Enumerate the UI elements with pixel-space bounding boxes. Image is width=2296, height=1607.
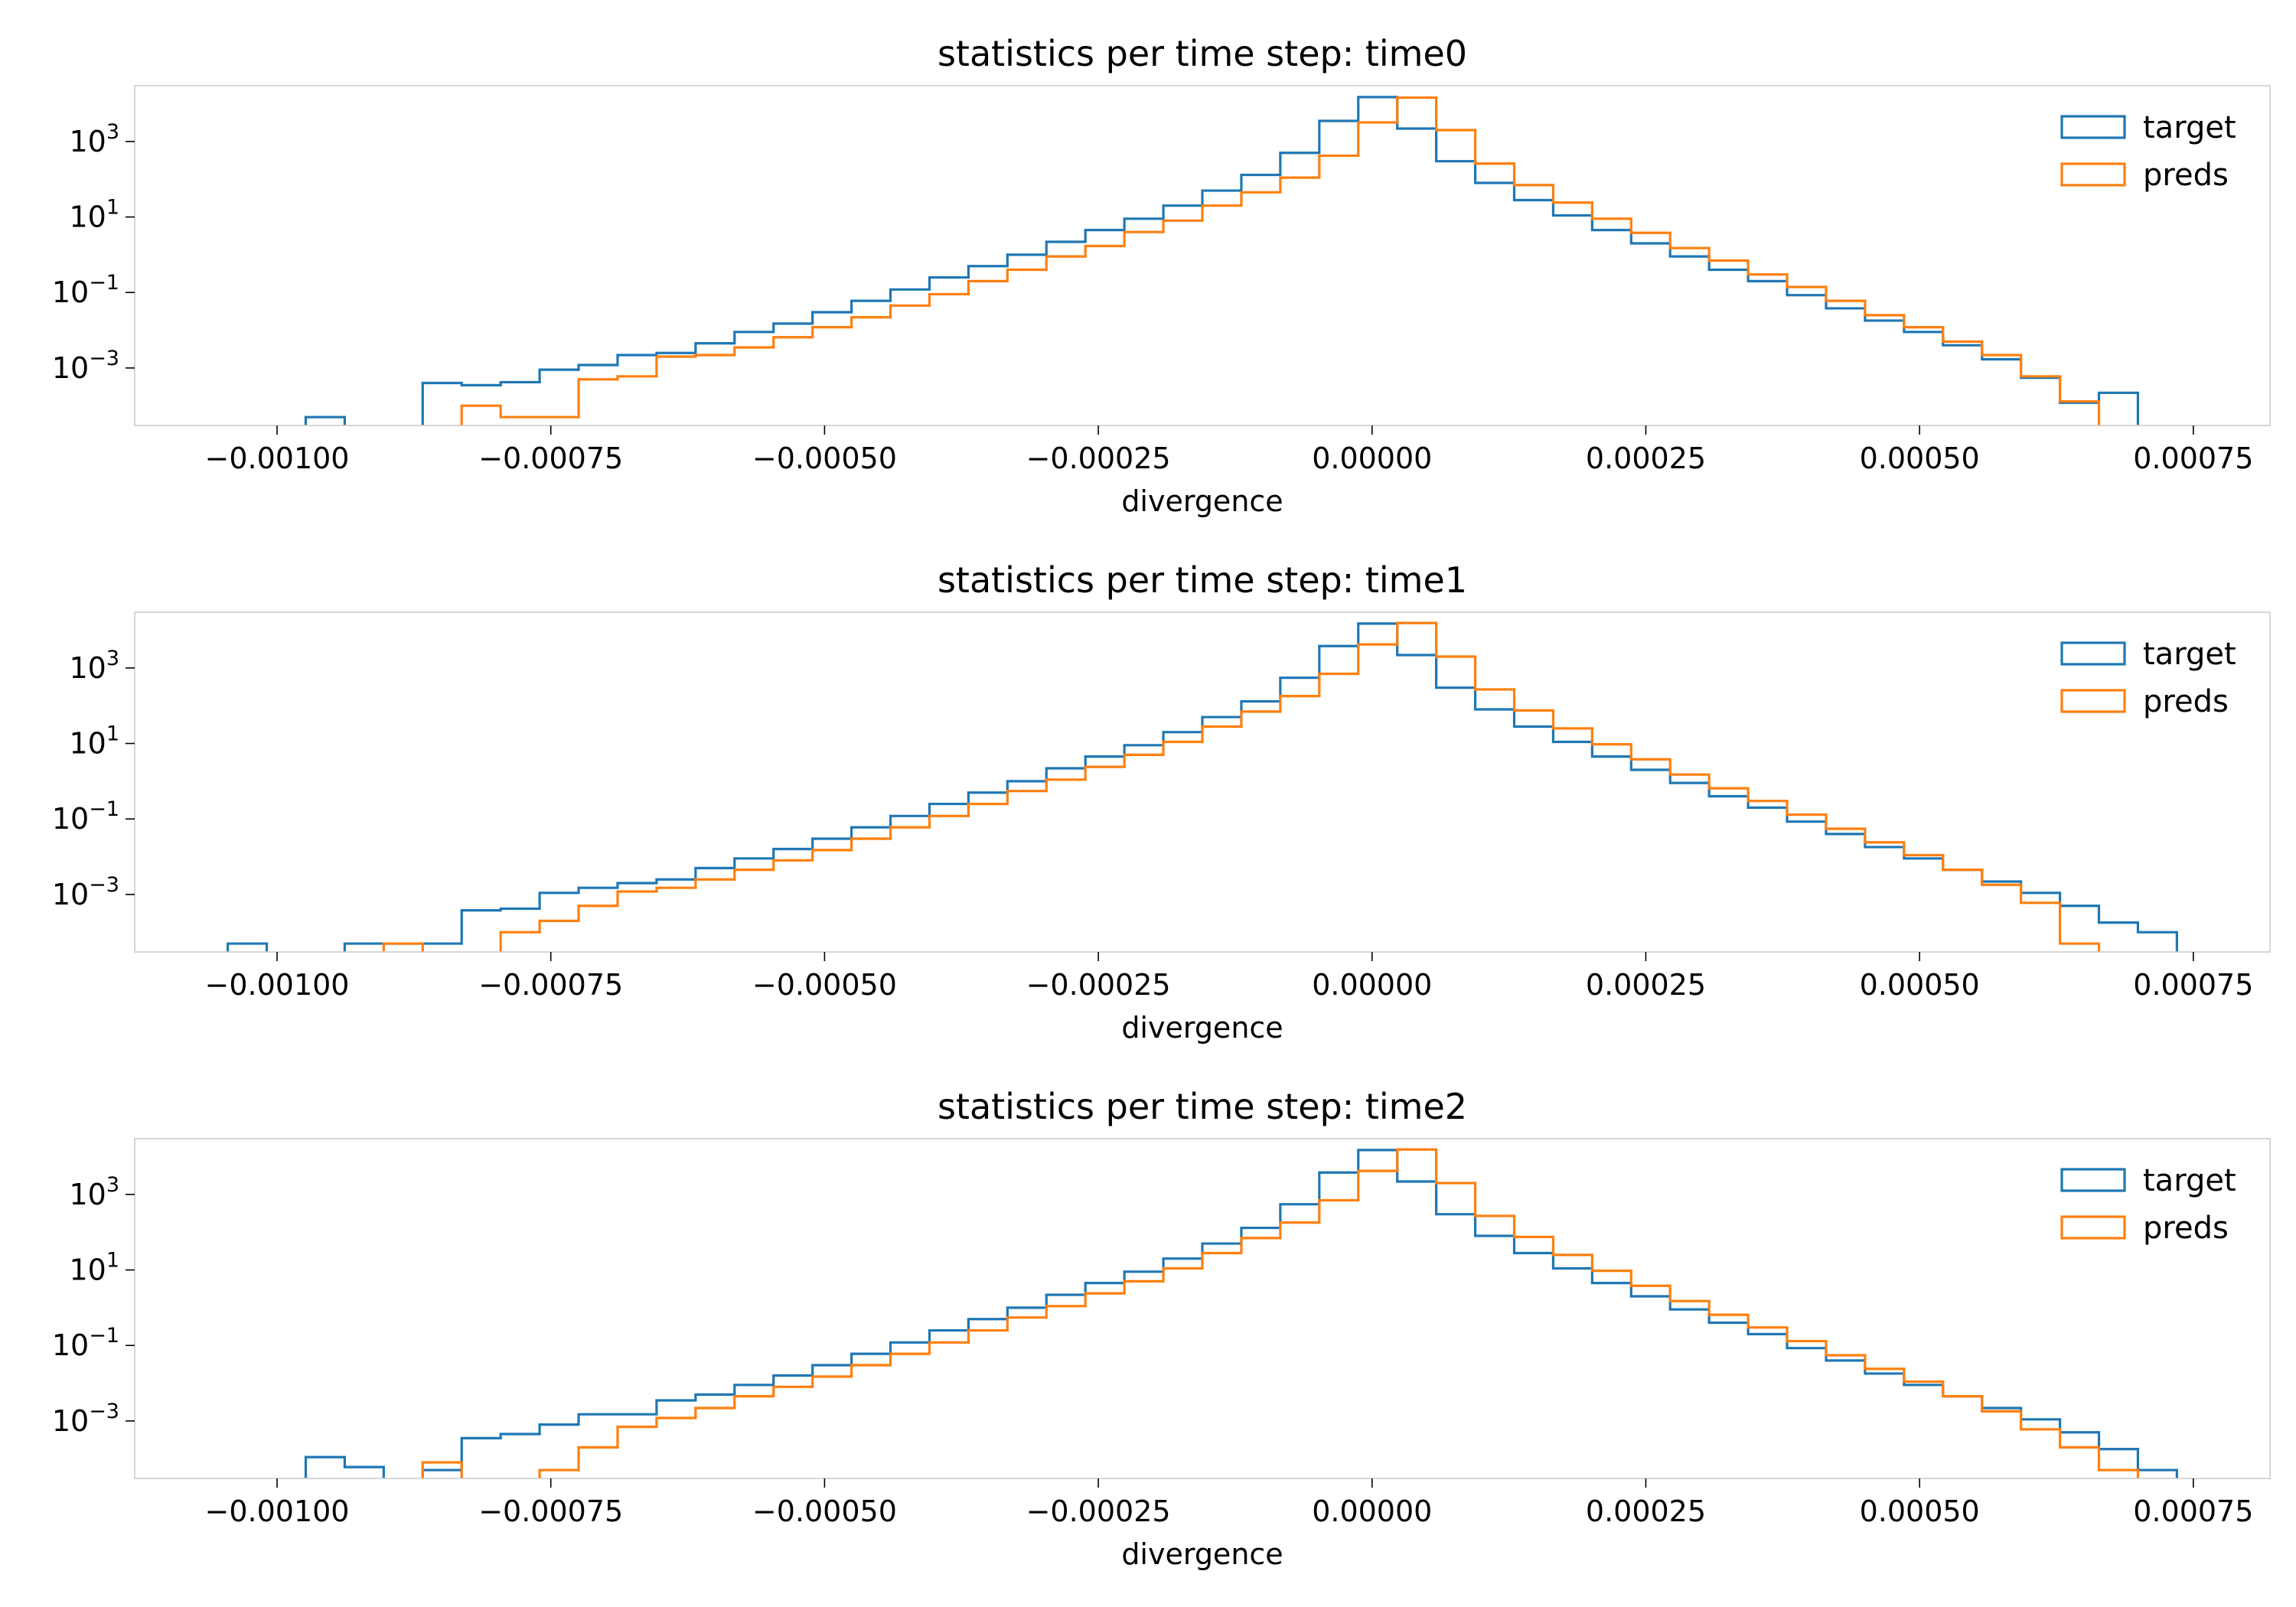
y-tick-base: 10 (52, 1404, 89, 1438)
y-tick-label: 10−3 (52, 1400, 119, 1438)
y-tick-label: 10−1 (52, 271, 119, 309)
y-tick-exponent: 1 (106, 722, 119, 746)
histogram-series-preds (382, 621, 2101, 952)
y-tick-exponent: 3 (106, 647, 119, 670)
y-tick-base: 10 (69, 125, 106, 158)
x-tick-label: −0.00025 (1026, 442, 1171, 475)
x-tick-label: −0.00075 (478, 968, 623, 1002)
x-tick-label: −0.00100 (205, 442, 350, 475)
legend: target preds (2060, 110, 2236, 193)
x-tick-label: 0.00050 (1860, 442, 1980, 475)
y-tick-base: 10 (69, 727, 106, 761)
x-tick-label: 0.00000 (1312, 1495, 1432, 1528)
y-tick-label: 10−3 (52, 873, 119, 911)
x-axis-label: divergence (1121, 1011, 1283, 1045)
x-tick-label: 0.00025 (1586, 1495, 1706, 1528)
histogram-series-target (227, 622, 2178, 952)
x-tick-label: −0.00050 (752, 1495, 897, 1528)
legend-swatch-target (2060, 641, 2126, 666)
y-tick-label: 103 (69, 1173, 119, 1211)
x-tick-label: 0.00075 (2133, 1495, 2253, 1528)
y-tick-exponent: 1 (106, 196, 119, 220)
x-tick-label: 0.00025 (1586, 968, 1706, 1002)
y-tick-base: 10 (52, 802, 89, 836)
x-tick-label: 0.00050 (1860, 968, 1980, 1002)
y-tick-exponent: −1 (89, 797, 119, 821)
histogram-series-target (304, 96, 2140, 425)
x-tick-label: 0.00025 (1586, 442, 1706, 475)
histogram-panel-time0: statistics per time step: time0 −0.00100 −… (52, 33, 2271, 518)
x-tick-label: −0.00075 (478, 442, 623, 475)
legend-label-target: target (2143, 110, 2236, 145)
y-tick-base: 10 (69, 200, 106, 234)
y-tick-exponent: 3 (106, 120, 119, 144)
legend-swatch-target (2060, 115, 2126, 139)
legend-label-preds: preds (2143, 1211, 2229, 1246)
x-axis-label: divergence (1121, 484, 1283, 518)
legend: target preds (2060, 637, 2236, 719)
chart-title: statistics per time step: time1 (938, 559, 1467, 601)
x-tick-label: −0.00100 (205, 968, 350, 1002)
x-tick-label: −0.00025 (1026, 968, 1171, 1002)
y-tick-exponent: −1 (89, 271, 119, 295)
x-tick-label: 0.00075 (2133, 442, 2253, 475)
legend-label-target: target (2143, 637, 2236, 672)
y-tick-label: 103 (69, 120, 119, 158)
y-tick-label: 10−1 (52, 1324, 119, 1362)
legend: target preds (2060, 1163, 2236, 1246)
y-tick-exponent: −3 (89, 873, 119, 897)
axes-frame (134, 1138, 2271, 1479)
histogram-panel-time2: statistics per time step: time2 −0.00100 −… (52, 1086, 2271, 1571)
histogram-panel-time1: statistics per time step: time1 −0.00100 −… (52, 559, 2271, 1045)
axes-frame (134, 611, 2271, 953)
y-tick-base: 10 (52, 1328, 89, 1362)
y-tick-exponent: 1 (106, 1249, 119, 1273)
y-tick-exponent: 3 (106, 1173, 119, 1197)
y-tick-base: 10 (69, 1178, 106, 1211)
legend-label-preds: preds (2143, 158, 2229, 193)
histogram-series-preds (421, 1148, 2140, 1478)
y-tick-base: 10 (69, 1253, 106, 1287)
x-tick-label: −0.00050 (752, 442, 897, 475)
x-tick-label: −0.00050 (752, 968, 897, 1002)
y-tick-base: 10 (69, 651, 106, 685)
y-tick-base: 10 (52, 351, 89, 385)
y-tick-label: 10−3 (52, 347, 119, 385)
axes-frame (134, 85, 2271, 426)
y-tick-label: 101 (69, 722, 119, 761)
y-tick-base: 10 (52, 878, 89, 911)
y-tick-label: 103 (69, 647, 119, 685)
x-tick-label: 0.00000 (1312, 442, 1432, 475)
x-tick-label: −0.00075 (478, 1495, 623, 1528)
y-tick-label: 101 (69, 196, 119, 234)
x-tick-label: −0.00025 (1026, 1495, 1171, 1528)
y-tick-exponent: −1 (89, 1324, 119, 1348)
y-tick-base: 10 (52, 275, 89, 309)
histogram-series-preds (460, 96, 2101, 425)
x-axis-label: divergence (1121, 1537, 1283, 1571)
y-tick-label: 10−1 (52, 797, 119, 836)
legend-swatch-preds (2060, 689, 2126, 713)
legend-swatch-preds (2060, 162, 2126, 187)
legend-label-preds: preds (2143, 684, 2229, 719)
y-tick-exponent: −3 (89, 1400, 119, 1423)
y-tick-exponent: −3 (89, 347, 119, 370)
histogram-series-target (304, 1149, 2178, 1478)
legend-label-target: target (2143, 1163, 2236, 1198)
legend-swatch-preds (2060, 1215, 2126, 1240)
chart-title: statistics per time step: time2 (938, 1086, 1467, 1127)
x-tick-label: 0.00075 (2133, 968, 2253, 1002)
x-tick-label: 0.00050 (1860, 1495, 1980, 1528)
legend-swatch-target (2060, 1168, 2126, 1192)
chart-title: statistics per time step: time0 (938, 33, 1467, 74)
y-tick-label: 101 (69, 1249, 119, 1287)
x-tick-label: 0.00000 (1312, 968, 1432, 1002)
x-tick-label: −0.00100 (205, 1495, 350, 1528)
